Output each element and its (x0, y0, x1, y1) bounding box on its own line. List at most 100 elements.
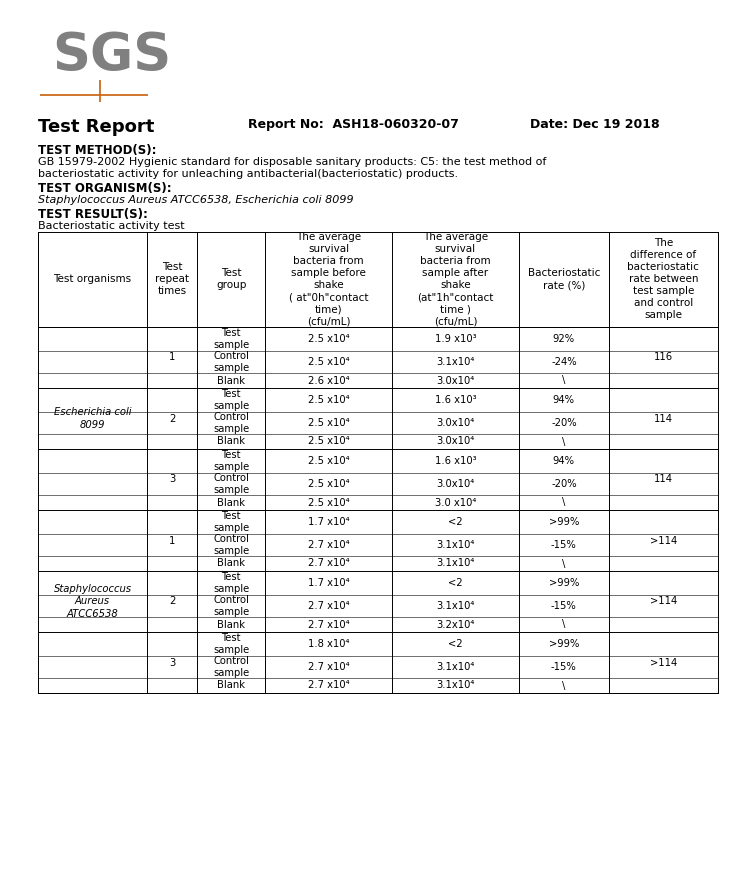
Text: Blank: Blank (217, 619, 245, 630)
Text: 2.5 x10⁴: 2.5 x10⁴ (308, 498, 350, 507)
Text: 2.5 x10⁴: 2.5 x10⁴ (308, 395, 350, 405)
Text: Test
group: Test group (216, 269, 247, 291)
Text: >99%: >99% (549, 578, 579, 588)
Text: 2.7 x10⁴: 2.7 x10⁴ (308, 619, 350, 630)
Text: The
difference of
bacteriostatic
rate between
test sample
and control
sample: The difference of bacteriostatic rate be… (627, 239, 699, 321)
Text: 2.7 x10⁴: 2.7 x10⁴ (308, 680, 350, 691)
Text: 2.7 x10⁴: 2.7 x10⁴ (308, 662, 350, 672)
Text: Control
sample: Control sample (213, 534, 250, 556)
Text: <2: <2 (448, 639, 462, 649)
Text: 2.5 x10⁴: 2.5 x10⁴ (308, 456, 350, 466)
Text: Test
sample: Test sample (213, 633, 250, 655)
Text: Test organisms: Test organisms (53, 275, 132, 285)
Text: 1.8 x10⁴: 1.8 x10⁴ (308, 639, 350, 649)
Text: 2: 2 (169, 413, 175, 424)
Text: Test Report: Test Report (38, 118, 154, 136)
Text: Test
sample: Test sample (213, 572, 250, 594)
Text: 2.5 x10⁴: 2.5 x10⁴ (308, 357, 350, 367)
Text: 2.5 x10⁴: 2.5 x10⁴ (308, 334, 350, 344)
Text: 3.1x10⁴: 3.1x10⁴ (436, 601, 475, 611)
Text: 116: 116 (653, 352, 673, 362)
Text: Test
sample: Test sample (213, 389, 250, 411)
Text: 1.7 x10⁴: 1.7 x10⁴ (308, 578, 350, 588)
Text: 2.5 x10⁴: 2.5 x10⁴ (308, 418, 350, 428)
Text: Escherichia coli
8099: Escherichia coli 8099 (54, 407, 132, 430)
Text: GB 15979-2002 Hygienic standard for disposable sanitary products: C5: the test m: GB 15979-2002 Hygienic standard for disp… (38, 157, 547, 167)
Text: Test
sample: Test sample (213, 511, 250, 533)
Text: <2: <2 (448, 517, 462, 527)
Text: Control
sample: Control sample (213, 352, 250, 373)
Text: The average
survival
bacteria from
sample after
shake
(at"1h"contact
time )
(cfu: The average survival bacteria from sampl… (417, 233, 493, 327)
Text: 3.1x10⁴: 3.1x10⁴ (436, 357, 475, 367)
Text: 94%: 94% (553, 456, 575, 466)
Text: 114: 114 (654, 413, 673, 424)
Text: Report No:  ASH18-060320-07: Report No: ASH18-060320-07 (248, 118, 459, 131)
Text: >99%: >99% (549, 639, 579, 649)
Text: -20%: -20% (551, 418, 577, 428)
Text: TEST METHOD(S):: TEST METHOD(S): (38, 144, 156, 157)
Text: Blank: Blank (217, 680, 245, 691)
Text: 3: 3 (169, 475, 175, 485)
Text: 3.0x10⁴: 3.0x10⁴ (436, 418, 475, 428)
Text: >114: >114 (650, 657, 677, 668)
Text: Blank: Blank (217, 559, 245, 568)
Text: 3.0 x10⁴: 3.0 x10⁴ (435, 498, 476, 507)
Text: Date: Dec 19 2018: Date: Dec 19 2018 (530, 118, 660, 131)
Text: -15%: -15% (551, 540, 577, 550)
Text: \: \ (562, 680, 566, 691)
Text: 3.1x10⁴: 3.1x10⁴ (436, 680, 475, 691)
Text: \: \ (562, 559, 566, 568)
Text: TEST RESULT(S):: TEST RESULT(S): (38, 208, 148, 221)
Text: \: \ (562, 619, 566, 630)
Text: \: \ (562, 498, 566, 507)
Text: 3.1x10⁴: 3.1x10⁴ (436, 559, 475, 568)
Text: 2.7 x10⁴: 2.7 x10⁴ (308, 559, 350, 568)
Text: 3.1x10⁴: 3.1x10⁴ (436, 662, 475, 672)
Text: 3.0x10⁴: 3.0x10⁴ (436, 479, 475, 489)
Text: 2.5 x10⁴: 2.5 x10⁴ (308, 436, 350, 447)
Text: 2.7 x10⁴: 2.7 x10⁴ (308, 601, 350, 611)
Text: Control
sample: Control sample (213, 656, 250, 677)
Text: 1.9 x10³: 1.9 x10³ (435, 334, 476, 344)
Text: Blank: Blank (217, 498, 245, 507)
Text: Test
sample: Test sample (213, 450, 250, 472)
Text: 2.7 x10⁴: 2.7 x10⁴ (308, 540, 350, 550)
Text: 2.6 x10⁴: 2.6 x10⁴ (308, 375, 350, 386)
Text: 1.7 x10⁴: 1.7 x10⁴ (308, 517, 350, 527)
Text: bacteriostatic activity for unleaching antibacterial(bacteriostatic) products.: bacteriostatic activity for unleaching a… (38, 169, 458, 179)
Bar (38, 232, 718, 327)
Text: -20%: -20% (551, 479, 577, 489)
Text: 3: 3 (169, 657, 175, 668)
Text: >99%: >99% (549, 517, 579, 527)
Text: Control
sample: Control sample (213, 596, 250, 617)
Text: SGS: SGS (52, 30, 171, 82)
Text: Staphylococcus
Aureus
ATCC6538: Staphylococcus Aureus ATCC6538 (53, 584, 132, 618)
Text: 3.1x10⁴: 3.1x10⁴ (436, 540, 475, 550)
Text: 1: 1 (169, 536, 175, 545)
Text: 2: 2 (169, 596, 175, 606)
Text: 3.0x10⁴: 3.0x10⁴ (436, 436, 475, 447)
Text: -15%: -15% (551, 662, 577, 672)
Text: 1: 1 (169, 352, 175, 362)
Text: 92%: 92% (553, 334, 575, 344)
Text: Bacteriostatic
rate (%): Bacteriostatic rate (%) (528, 269, 600, 291)
Text: TEST ORGANISM(S):: TEST ORGANISM(S): (38, 182, 171, 195)
Text: -24%: -24% (551, 357, 577, 367)
Text: 94%: 94% (553, 395, 575, 405)
Text: >114: >114 (650, 536, 677, 545)
Text: \: \ (562, 375, 566, 386)
Text: Bacteriostatic activity test: Bacteriostatic activity test (38, 221, 185, 231)
Text: 2.5 x10⁴: 2.5 x10⁴ (308, 479, 350, 489)
Text: Control
sample: Control sample (213, 412, 250, 433)
Text: 3.2x10⁴: 3.2x10⁴ (436, 619, 475, 630)
Text: <2: <2 (448, 578, 462, 588)
Text: The average
survival
bacteria from
sample before
shake
( at"0h"contact
time)
(cf: The average survival bacteria from sampl… (289, 233, 368, 327)
Text: -15%: -15% (551, 601, 577, 611)
Text: Control
sample: Control sample (213, 473, 250, 495)
Text: Blank: Blank (217, 436, 245, 447)
Text: Test
repeat
times: Test repeat times (155, 263, 190, 297)
Text: Staphylococcus Aureus ATCC6538, Escherichia coli 8099: Staphylococcus Aureus ATCC6538, Escheric… (38, 195, 353, 205)
Text: 3.0x10⁴: 3.0x10⁴ (436, 375, 475, 386)
Text: 114: 114 (654, 475, 673, 485)
Text: >114: >114 (650, 596, 677, 606)
